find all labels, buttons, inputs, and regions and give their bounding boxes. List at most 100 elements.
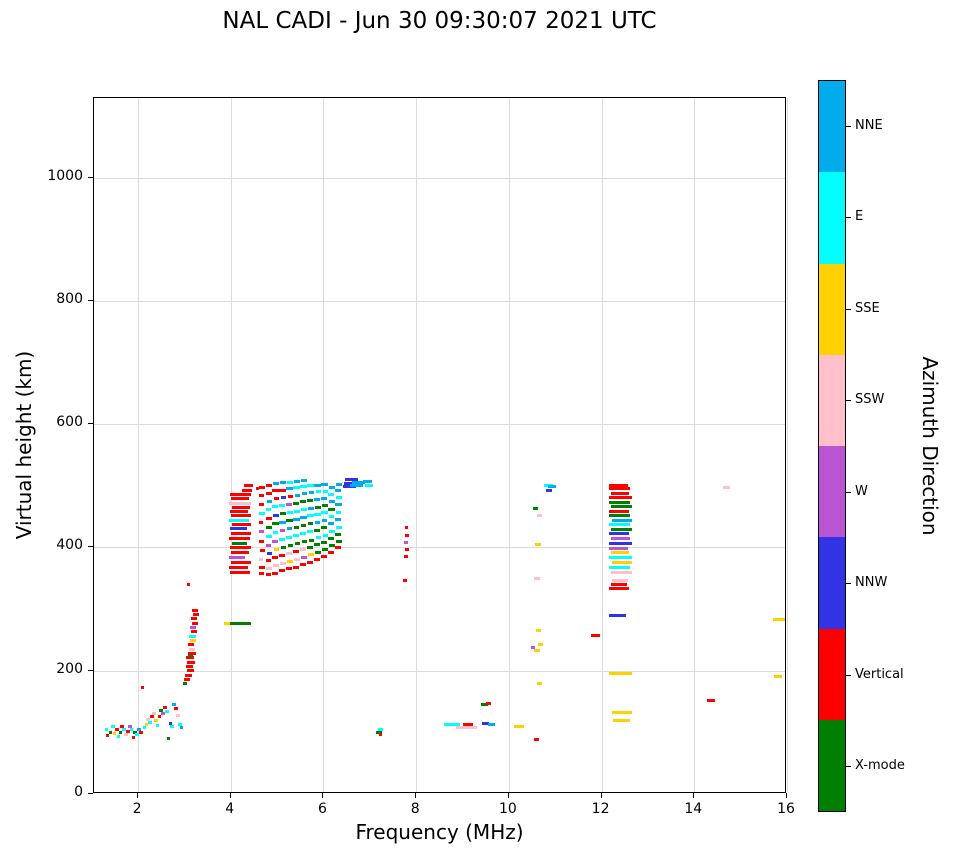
- echo-segment: [608, 556, 632, 560]
- colorbar-entry-label: E: [855, 209, 864, 225]
- echo-segment: [610, 491, 630, 495]
- echo-segment: [286, 518, 293, 522]
- echo-segment: [344, 478, 358, 482]
- echo-segment: [611, 518, 633, 522]
- echo-segment: [120, 724, 125, 728]
- echo-segment: [187, 651, 196, 655]
- y-gridline: [94, 177, 785, 179]
- echo-segment: [335, 545, 341, 549]
- echo-segment: [314, 520, 321, 524]
- colorbar-tick: [846, 125, 851, 127]
- echo-segment: [190, 630, 198, 634]
- echo-segment: [189, 626, 197, 630]
- echo-segment: [273, 564, 279, 568]
- echo-segment: [280, 561, 286, 565]
- echo-segment: [329, 529, 336, 533]
- echo-segment: [608, 523, 631, 527]
- colorbar-tick: [846, 674, 851, 676]
- echo-segment: [328, 507, 335, 511]
- echo-segment: [329, 500, 335, 504]
- echo-segment: [191, 608, 199, 612]
- y-tick-label: 0: [74, 784, 83, 800]
- y-tick-label: 400: [56, 537, 83, 554]
- y-tick: [88, 669, 93, 671]
- echo-segment: [114, 728, 119, 732]
- echo-segment: [172, 703, 177, 707]
- echo-segment: [272, 522, 279, 526]
- echo-segment: [307, 514, 314, 518]
- y-gridline: [94, 670, 785, 672]
- echo-segment: [272, 539, 279, 543]
- x-tick-label: 6: [317, 801, 327, 817]
- echo-segment: [301, 507, 307, 511]
- colorbar-entry-label: NNW: [855, 575, 888, 591]
- echo-segment: [609, 565, 631, 569]
- echo-segment: [534, 738, 539, 742]
- x-tick: [137, 793, 139, 798]
- echo-segment: [131, 735, 136, 739]
- x-tick: [229, 793, 231, 798]
- echo-segment: [265, 484, 273, 488]
- echo-segment: [166, 737, 171, 741]
- echo-segment: [335, 539, 342, 543]
- echo-segment: [229, 536, 251, 540]
- echo-segment: [242, 488, 252, 492]
- echo-segment: [161, 712, 165, 716]
- echo-segment: [256, 486, 260, 490]
- echo-segment: [105, 733, 110, 737]
- echo-segment: [164, 709, 169, 713]
- echo-segment: [300, 479, 308, 483]
- echo-segment: [229, 527, 247, 531]
- echo-segment: [300, 485, 307, 489]
- echo-segment: [189, 634, 196, 638]
- echo-segment: [535, 542, 541, 546]
- echo-segment: [315, 550, 321, 554]
- echo-segment: [314, 513, 321, 517]
- echo-segment: [403, 578, 407, 582]
- x-tick-label: 2: [132, 801, 142, 817]
- x-gridline: [508, 98, 510, 792]
- echo-segment: [258, 521, 264, 525]
- x-tick-label: 4: [225, 801, 235, 817]
- x-axis-label: Frequency (MHz): [355, 820, 524, 844]
- echo-segment: [314, 558, 320, 562]
- echo-segment: [230, 497, 250, 501]
- echo-segment: [265, 573, 272, 577]
- echo-segment: [481, 721, 490, 725]
- echo-segment: [352, 480, 366, 484]
- echo-segment: [174, 707, 178, 711]
- echo-segment: [378, 733, 382, 737]
- echo-segment: [293, 486, 300, 490]
- echo-segment: [315, 536, 322, 540]
- echo-segment: [307, 499, 313, 503]
- echo-segment: [532, 507, 538, 511]
- echo-segment: [124, 733, 128, 737]
- x-tick-label: 12: [591, 801, 610, 817]
- x-tick: [507, 793, 509, 798]
- echo-segment: [537, 642, 544, 646]
- echo-segment: [229, 555, 245, 559]
- echo-segment: [335, 503, 342, 507]
- echo-segment: [279, 488, 286, 492]
- colorbar-segment-nne: [819, 81, 845, 173]
- echo-segment: [159, 708, 164, 712]
- echo-segment: [321, 540, 327, 544]
- echo-segment: [336, 525, 342, 529]
- echo-segment: [265, 535, 272, 539]
- echo-segment: [328, 550, 334, 554]
- echo-segment: [608, 671, 632, 675]
- echo-segment: [287, 560, 293, 564]
- echo-segment: [611, 561, 633, 565]
- echo-segment: [294, 509, 300, 513]
- echo-segment: [138, 730, 143, 734]
- echo-segment: [176, 713, 180, 717]
- x-tick: [415, 793, 417, 798]
- echo-segment: [335, 518, 341, 522]
- echo-segment: [376, 730, 382, 734]
- echo-segment: [286, 487, 293, 491]
- echo-segment: [321, 496, 327, 500]
- echo-segment: [315, 490, 322, 494]
- echo-segment: [229, 545, 252, 549]
- echo-segment: [122, 728, 126, 732]
- echo-segment: [279, 553, 285, 557]
